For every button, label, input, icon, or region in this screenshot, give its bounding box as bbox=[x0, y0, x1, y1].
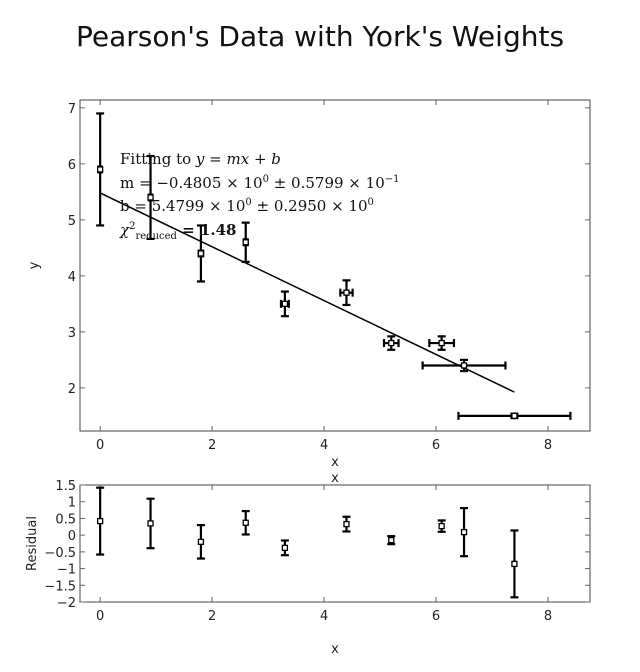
annotation-b-exp: 0 bbox=[245, 197, 252, 208]
chart-title: Pearson's Data with York's Weights bbox=[75, 20, 565, 53]
main-x-axis-label: x bbox=[331, 455, 339, 470]
annotation-chi-value: = 1.48 bbox=[176, 220, 237, 239]
residual-x-tick-label: 4 bbox=[320, 609, 328, 624]
main-data-point bbox=[511, 412, 518, 420]
residual-x-tick-label: 6 bbox=[432, 609, 440, 624]
main-data-point bbox=[197, 250, 205, 257]
residual-y-tick-label: −1 bbox=[57, 563, 76, 578]
annotation-line-b: b = 5.4799 × 100 ± 0.2950 × 100 bbox=[120, 195, 399, 219]
residual-y-tick-label: 0.5 bbox=[55, 512, 76, 527]
annotation-equation: y = mx + b bbox=[195, 150, 281, 168]
residual-y-tick-label: −0.5 bbox=[44, 546, 76, 561]
annotation-m: m = −0.4805 × 10 bbox=[120, 173, 263, 192]
main-y-tick-label: 3 bbox=[68, 326, 76, 341]
residual-data-point bbox=[147, 520, 154, 527]
main-x-tick-label: 2 bbox=[208, 438, 216, 453]
residual-y-tick-label: −2 bbox=[57, 596, 76, 611]
main-y-tick-label: 4 bbox=[68, 270, 76, 285]
main-data-point bbox=[281, 300, 289, 308]
residual-x-tick-label: 8 bbox=[544, 609, 552, 624]
annotation-m-err-exp: −1 bbox=[384, 173, 400, 185]
residual-x-tick-label: 2 bbox=[208, 609, 216, 624]
residual-y-tick-label: −1.5 bbox=[44, 579, 76, 594]
main-x-tick-label: 4 bbox=[320, 438, 328, 453]
main-data-point bbox=[147, 194, 154, 201]
residual-data-point bbox=[438, 522, 445, 530]
residual-x-tick-label: 0 bbox=[96, 609, 104, 624]
main-frame bbox=[79, 99, 591, 432]
annotation-b-err-exp: 0 bbox=[367, 197, 374, 208]
residual-y-tick-label: 1 bbox=[68, 496, 76, 511]
fit-annotation: Fitting to y = mx + b m = −0.4805 × 100 … bbox=[120, 148, 399, 242]
main-y-tick-label: 6 bbox=[68, 158, 76, 173]
main-data-point bbox=[343, 289, 350, 296]
main-data-point bbox=[388, 339, 395, 347]
main-data-point bbox=[438, 339, 445, 347]
residual-y-axis-label: Residual bbox=[25, 516, 40, 571]
annotation-line-m: m = −0.4805 × 100 ± 0.5799 × 10−1 bbox=[120, 172, 399, 196]
residual-data-point bbox=[242, 519, 249, 526]
annotation-text: Fitting to bbox=[120, 150, 196, 168]
main-y-tick-label: 5 bbox=[68, 214, 76, 229]
residual-y-tick-label: 0 bbox=[68, 529, 76, 544]
residual-data-point bbox=[511, 560, 518, 568]
annotation-line-fit: Fitting to y = mx + b bbox=[120, 148, 399, 172]
main-y-tick-label: 2 bbox=[68, 382, 76, 397]
main-y-axis-label: y bbox=[27, 261, 42, 269]
residual-data-point bbox=[197, 538, 205, 545]
residual-data-point bbox=[281, 544, 289, 551]
annotation-b: b = 5.4799 × 10 bbox=[120, 197, 246, 215]
residual-top-label: x bbox=[331, 471, 339, 486]
residual-x-axis-label: x bbox=[331, 642, 339, 657]
fit-line bbox=[99, 192, 515, 393]
main-data-point bbox=[460, 362, 468, 369]
residual-data-point bbox=[460, 528, 468, 536]
main-x-tick-label: 0 bbox=[96, 438, 104, 453]
residual-y-tick-label: 1.5 bbox=[55, 479, 76, 494]
main-data-point bbox=[242, 239, 249, 246]
annotation-b-err: ± 0.2950 × 10 bbox=[251, 197, 368, 215]
annotation-m-err: ± 0.5799 × 10 bbox=[268, 173, 385, 192]
annotation-m-exp: 0 bbox=[262, 173, 269, 185]
annotation-chi: χ bbox=[120, 220, 130, 239]
annotation-line-chi: χ2reduced = 1.48 bbox=[120, 219, 399, 243]
residual-data-point bbox=[97, 517, 104, 525]
residual-frame bbox=[79, 484, 591, 603]
main-data-point bbox=[97, 166, 104, 173]
main-x-tick-label: 6 bbox=[432, 438, 440, 453]
annotation-chi-sup: 2 bbox=[129, 220, 136, 232]
residual-data-point bbox=[388, 537, 395, 544]
residual-data-point bbox=[343, 520, 350, 528]
main-x-tick-label: 8 bbox=[544, 438, 552, 453]
annotation-chi-sub: reduced bbox=[135, 230, 177, 242]
main-y-tick-label: 7 bbox=[68, 102, 76, 117]
